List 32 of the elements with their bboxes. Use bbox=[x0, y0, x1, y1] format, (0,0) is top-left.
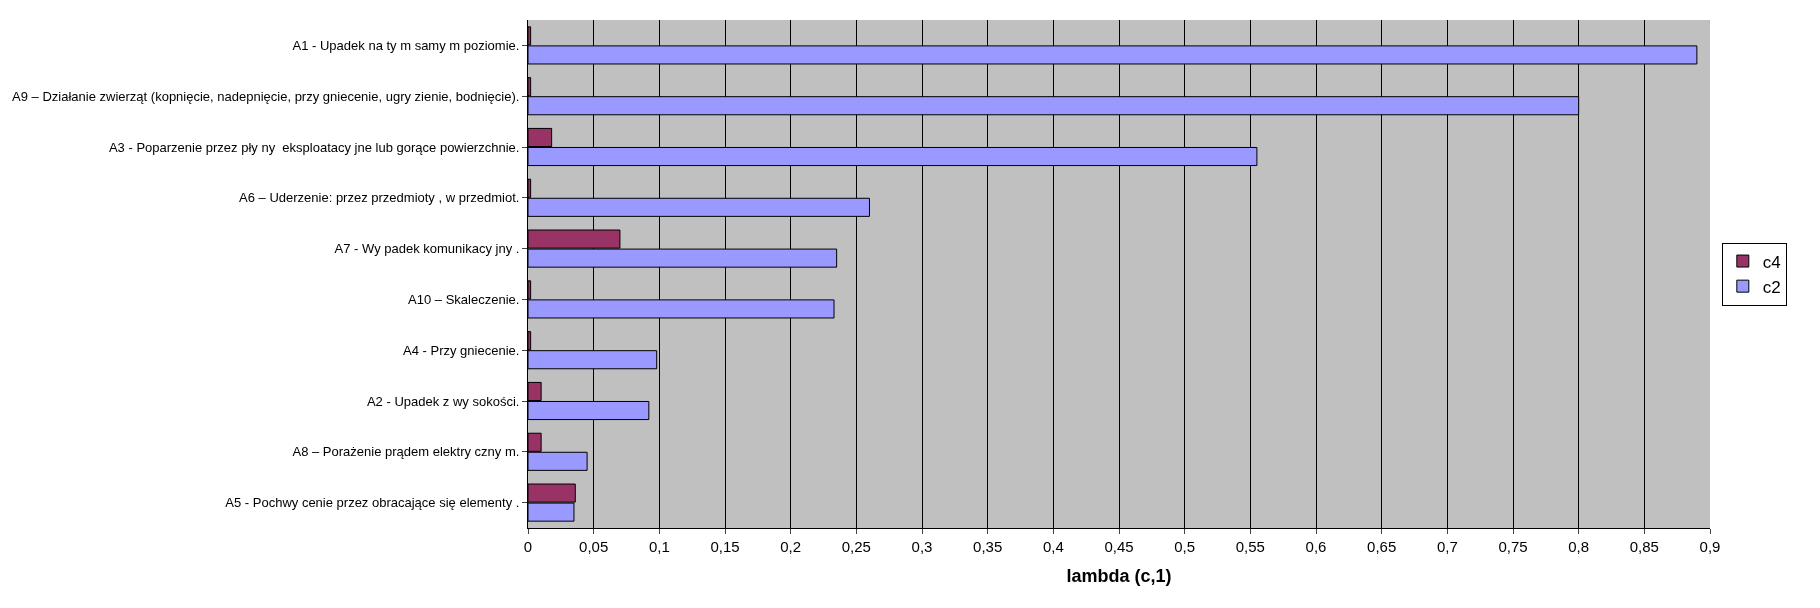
x-tick-label: 0,7 bbox=[1436, 538, 1458, 555]
x-tick-label: 0,55 bbox=[1235, 538, 1265, 555]
x-tick-label: 0,05 bbox=[579, 538, 609, 555]
x-tick-label: 0,8 bbox=[1568, 538, 1590, 555]
x-tick-label: 0,65 bbox=[1367, 538, 1397, 555]
x-tick-label: 0,25 bbox=[841, 538, 871, 555]
legend-label: c4 bbox=[1762, 252, 1781, 272]
y-tick-label: A8 – Porażenie prądem elektry czny m. bbox=[292, 444, 520, 460]
x-axis-title: lambda (c,1) bbox=[1066, 566, 1172, 587]
x-tick-label: 0,6 bbox=[1305, 538, 1327, 555]
y-tick-label: A9 – Działanie zwierząt (kopnięcie, nadepnięcie, przy gniecenie, ugry zienie, bodnięcie). bbox=[12, 88, 520, 104]
y-tick-label: A6 – Uderzenie: przez przedmioty , w przedmiot. bbox=[239, 190, 520, 206]
y-tick-label: A1 - Upadek na ty m samy m poziomie. bbox=[292, 37, 520, 53]
y-tick-label: A4 - Przy gniecenie. bbox=[403, 342, 520, 358]
x-tick-label: 0,85 bbox=[1629, 538, 1659, 555]
y-tick-label: A3 - Poparzenie przez pły ny eksploatacy jne lub gorące powierzchnie. bbox=[108, 139, 520, 155]
x-tick-label: 0,45 bbox=[1104, 538, 1134, 555]
x-tick-label: 0,35 bbox=[973, 538, 1003, 555]
x-tick-label: 0 bbox=[523, 538, 533, 555]
y-tick-label: A5 - Pochwy cenie przez obracające się elementy . bbox=[225, 495, 520, 511]
x-tick-label: 0,5 bbox=[1174, 538, 1196, 555]
y-tick-label: A2 - Upadek z wy sokości. bbox=[366, 393, 520, 409]
x-tick-label: 0,2 bbox=[780, 538, 802, 555]
x-tick-label: 0,75 bbox=[1498, 538, 1528, 555]
x-tick-label: 0,9 bbox=[1699, 538, 1721, 555]
x-tick-label: 0,4 bbox=[1042, 538, 1064, 555]
y-tick-label: A10 – Skaleczenie. bbox=[408, 291, 520, 307]
x-tick-label: 0,15 bbox=[710, 538, 740, 555]
x-tick-label: 0,3 bbox=[911, 538, 933, 555]
y-tick-label: A7 - Wy padek komunikacy jny . bbox=[334, 241, 520, 257]
x-tick-label: 0,1 bbox=[648, 538, 670, 555]
legend-label: c2 bbox=[1762, 277, 1781, 297]
